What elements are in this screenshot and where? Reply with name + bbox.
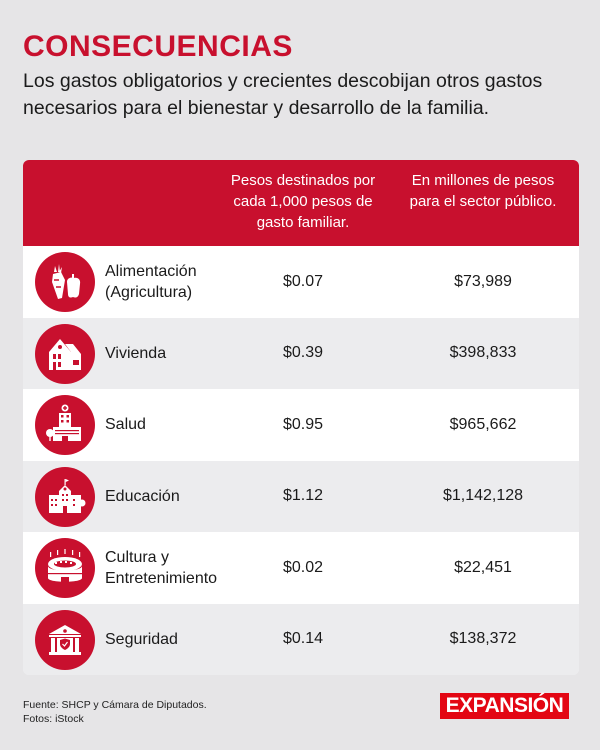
label-line: Vivienda	[105, 344, 167, 362]
label-line: Salud	[105, 416, 146, 434]
label-line: Seguridad	[105, 630, 178, 648]
value-familiar: $1.12	[282, 487, 324, 505]
hospital-icon	[35, 395, 95, 455]
column-header-familiar: Pesos destinados por cada 1,000 pesos de…	[230, 172, 376, 231]
security-building-icon	[35, 609, 95, 670]
value-publico: $73,989	[454, 272, 512, 290]
label-line: Alimentación	[105, 262, 197, 280]
label-line: Cultura y	[105, 548, 170, 566]
column-header-publico: En millones de pesos para el sector públ…	[409, 172, 557, 210]
row-label: Salud	[105, 389, 146, 461]
table-header: Pesos destinados por cada 1,000 pesos de…	[23, 160, 579, 246]
house-icon	[35, 323, 95, 384]
source-text: Fuente: SHCP y Cámara de Diputados.	[23, 699, 207, 711]
value-familiar: $0.14	[282, 630, 324, 648]
value-familiar: $0.95	[282, 415, 324, 433]
label-line: (Agricultura)	[105, 283, 193, 301]
table-row: Alimentación (Agricultura) $0.07 $73,989	[23, 246, 579, 318]
school-icon	[35, 466, 95, 527]
label-line: Entretenimiento	[105, 569, 218, 587]
stadium-icon	[35, 538, 95, 598]
page-subtitle: Los gastos obligatorios y crecientes des…	[23, 70, 543, 119]
value-publico: $1,142,128	[442, 487, 524, 505]
value-publico: $22,451	[454, 558, 512, 576]
value-publico: $398,833	[449, 344, 517, 362]
data-table: Pesos destinados por cada 1,000 pesos de…	[23, 160, 579, 675]
row-label: Seguridad	[105, 604, 178, 676]
table-row: Seguridad $0.14 $138,372	[23, 603, 579, 676]
table-row: Cultura y Entretenimiento $0.02 $22,451	[23, 532, 579, 604]
value-familiar: $0.02	[282, 558, 324, 576]
row-label: Educación	[105, 461, 180, 533]
expansion-logo: EXPANSIÓN	[440, 693, 569, 719]
page-title: CONSECUENCIAS	[23, 30, 293, 63]
row-label: Vivienda	[105, 318, 166, 390]
photos-credit: Fotos: iStock	[23, 713, 84, 725]
row-label: Alimentación (Agricultura)	[105, 246, 197, 318]
table-row: Salud $0.95 $965,662	[23, 389, 579, 461]
value-publico: $138,372	[449, 630, 517, 648]
table-row: Educación $1.12 $1,142,128	[23, 460, 579, 533]
value-familiar: $0.39	[282, 344, 324, 362]
row-label: Cultura y Entretenimiento	[105, 532, 217, 604]
value-publico: $965,662	[449, 415, 517, 433]
value-familiar: $0.07	[282, 272, 324, 290]
label-line: Educación	[105, 487, 180, 505]
table-row: Vivienda $0.39 $398,833	[23, 317, 579, 390]
food-icon	[35, 252, 95, 312]
source-footer: Fuente: SHCP y Cámara de Diputados. Foto…	[23, 698, 207, 726]
